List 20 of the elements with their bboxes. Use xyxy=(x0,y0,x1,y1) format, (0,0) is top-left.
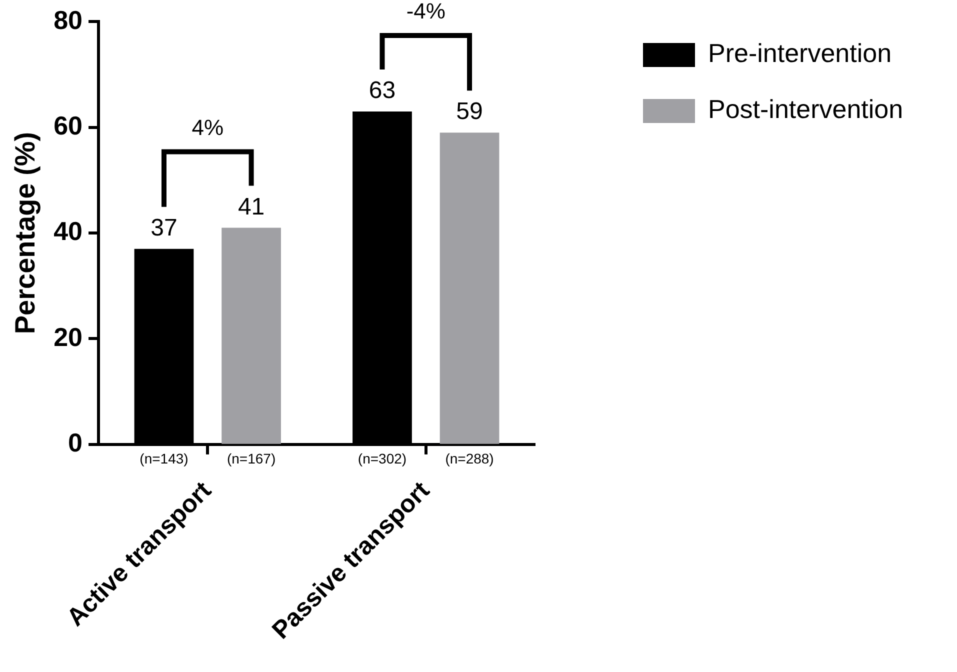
bar xyxy=(222,228,281,444)
legend-label: Post-intervention xyxy=(708,94,904,124)
y-tick-label: 20 xyxy=(54,322,83,352)
data-label: 37 xyxy=(150,214,178,242)
y-tick-label: 60 xyxy=(54,110,83,140)
y-tick-label: 80 xyxy=(54,4,83,35)
text: (n=143) xyxy=(140,450,188,466)
y-tick-label: 0 xyxy=(68,428,83,458)
legend-label: Pre-intervention xyxy=(708,38,892,68)
data-label: 63 xyxy=(368,77,396,104)
bar xyxy=(440,132,500,444)
text: (n=302) xyxy=(358,450,407,466)
data-label: 41 xyxy=(238,193,265,220)
y-tick-label: 40 xyxy=(54,216,83,246)
text: (n=167) xyxy=(226,450,276,466)
text: (n=288) xyxy=(445,450,494,466)
annotation: 4% xyxy=(192,114,224,140)
annotation: -4% xyxy=(406,0,446,24)
y-axis-title: Percentage (%) xyxy=(10,132,41,334)
data-label: 59 xyxy=(456,98,483,126)
